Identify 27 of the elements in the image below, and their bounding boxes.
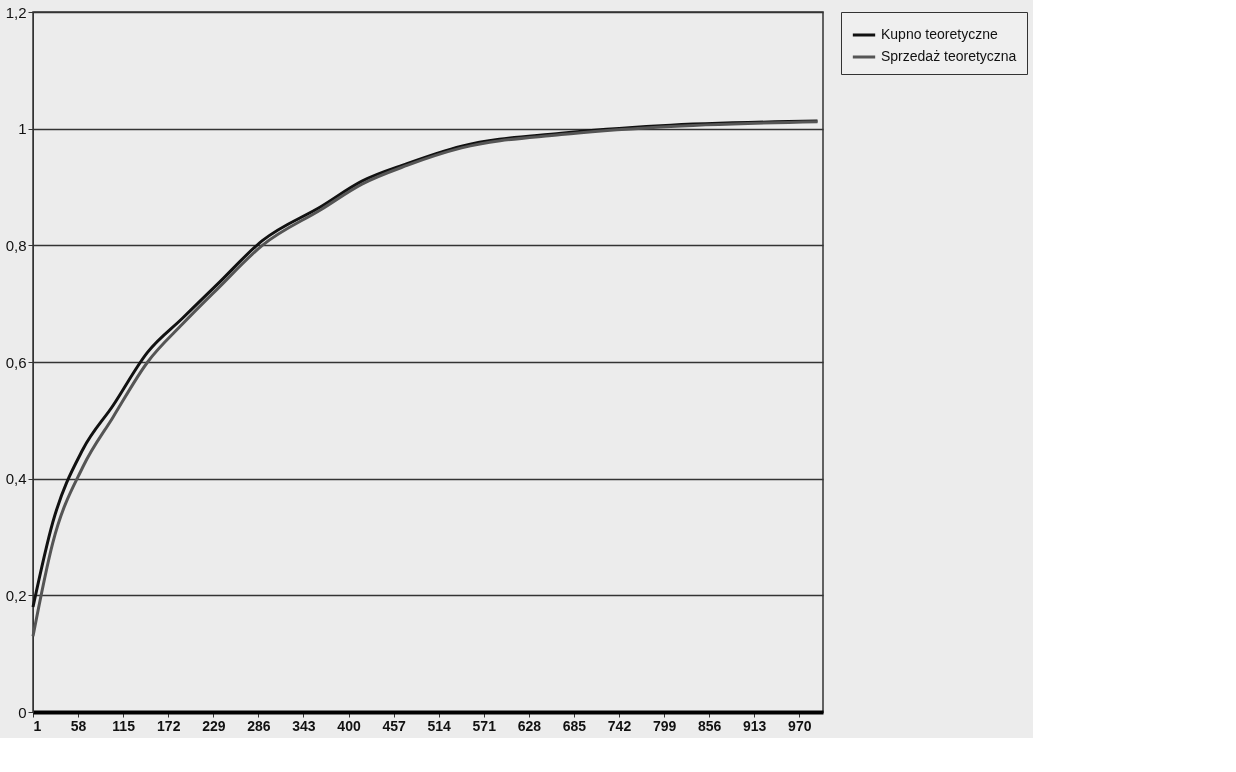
x-tick-label: 457 [382,717,406,734]
legend-label: Kupno teoretyczne [881,26,998,42]
y-tick-label: 1 [18,120,27,138]
y-tick-label: 0,8 [5,236,27,254]
x-tick-label: 742 [607,717,632,734]
x-tick-label: 856 [697,717,722,734]
y-tick-label: 0 [18,703,27,721]
x-tick-label: 229 [202,717,226,734]
x-tick-label: 115 [112,717,136,734]
x-tick-label: 913 [743,717,767,734]
x-tick-label: 343 [292,717,316,734]
y-tick-label: 0,4 [5,470,27,488]
y-tick-label: 0,2 [5,586,27,604]
x-tick-label: 1 [33,717,42,734]
legend-label: Sprzedaż teoretyczna [881,48,1017,64]
x-tick-label: 970 [788,717,812,734]
x-tick-label: 172 [157,717,181,734]
x-tick-label: 58 [70,717,87,734]
x-tick-label: 799 [652,717,677,734]
x-tick-label: 571 [472,717,497,734]
x-tick-label: 628 [517,717,542,734]
x-tick-label: 514 [427,717,452,734]
y-tick-label: 1,2 [5,3,27,21]
y-tick-label: 0,6 [5,353,27,371]
x-tick-label: 685 [562,717,587,734]
x-tick-label: 400 [337,717,361,734]
x-tick-label: 286 [247,717,271,734]
